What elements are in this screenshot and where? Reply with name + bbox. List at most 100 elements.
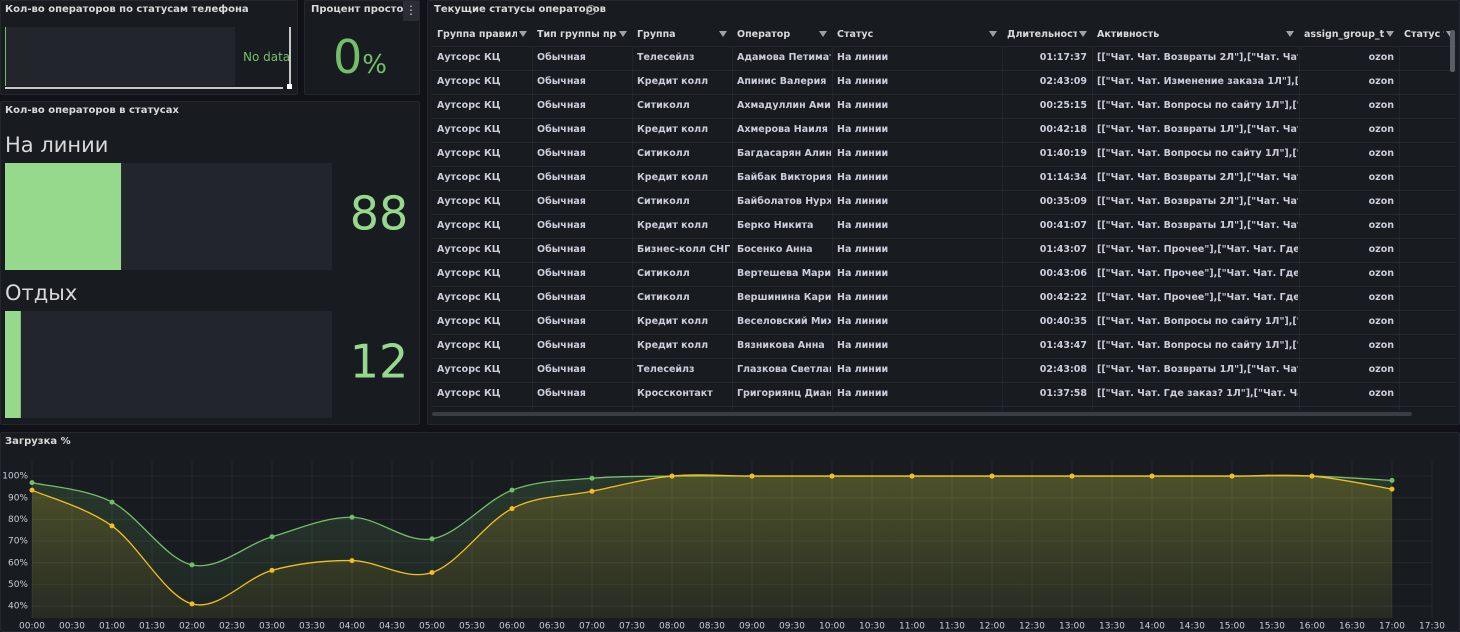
table-cell: ozon [1368,268,1394,279]
info-icon[interactable]: i [586,5,596,15]
column-separator [632,46,633,410]
table-cell: Телесейлз [637,364,695,375]
table-cell: ozon [1368,100,1394,111]
column-header: assign_group_ticl [1304,29,1384,40]
table-cell: На линии [837,124,889,135]
column-header: Группа правил [437,29,517,40]
table-cell: Босенко Анна [737,244,813,255]
table-cell: Вязникова Анна [737,340,825,351]
table-cell: Кредит колл [637,124,709,135]
table-cell: На линии [837,52,889,63]
table-cell: [["Чат. Чат. Где заказ? 1Л"],["Чат. Чат.… [1097,388,1298,399]
resize-handle[interactable] [287,84,292,89]
stat-value: 0% [333,29,387,93]
table-cell: [["Чат. Чат. Возвраты 1Л"],["Чат. Чат. П… [1097,220,1298,231]
table-cell: Обычная [537,316,586,327]
table-cell: Обычная [537,172,586,183]
table-cell: Аутсорс КЦ [437,52,501,63]
gauge-label: На линии [5,133,108,157]
table-cell: Байболатов Нуржан [737,196,831,207]
table-cell: Ситиколл [637,100,690,111]
table-cell: На линии [837,292,889,303]
table-cell: Обычная [537,124,586,135]
filter-icon[interactable] [989,31,997,37]
scrollbar [5,87,283,89]
table-cell: [["Чат. Чат. Изменение заказа 1Л"],["Чат… [1097,76,1298,87]
table-cell: На линии [837,220,889,231]
row-border [432,262,1456,263]
column-header: Активность [1097,29,1160,40]
table-cell: 01:17:37 [1039,52,1087,63]
v-scrollbar[interactable] [1450,30,1455,72]
panel-title: Кол-во операторов по статусам телефона [5,4,249,15]
table-cell: Аутсорс КЦ [437,196,501,207]
table-cell: Байбак Виктория [737,172,831,183]
table-cell: Аутсорс КЦ [437,316,501,327]
table-cell: Апинис Валерия [737,76,827,87]
table-cell: [["Чат. Чат. Возвраты 1Л"],["Чат. Чат. В… [1097,364,1298,375]
table-cell: Обычная [537,76,586,87]
table-cell: На линии [837,196,889,207]
table-cell: ozon [1368,340,1394,351]
table-cell: Аутсорс КЦ [437,76,501,87]
filter-icon[interactable] [819,31,827,37]
filter-icon[interactable] [1079,31,1087,37]
gauge-bar [5,163,122,270]
table-cell: Бизнес-колл СНГ [637,244,731,255]
row-border [432,46,1456,47]
gauge-label: Отдых [5,281,77,305]
table-cell: Аутсорс КЦ [437,172,501,183]
table-cell: ozon [1368,76,1394,87]
h-scrollbar[interactable] [432,412,1412,416]
table-cell: ozon [1368,220,1394,231]
column-header: Тип группы прав [537,29,617,40]
table-cell: Аутсорс КЦ [437,220,501,231]
empty-area [5,27,235,86]
table-cell: Аутсорс КЦ [437,388,501,399]
column-header: Длительность [1007,29,1077,40]
table-cell: Адамова Петимат [737,52,831,63]
filter-icon[interactable] [619,31,627,37]
value: 0 [333,30,363,84]
table-cell: [["Чат. Чат. Возвраты 2Л"],["Чат. Чат. Г… [1097,196,1298,207]
filter-icon[interactable] [719,31,727,37]
table-cell: На линии [837,364,889,375]
table-cell: Обычная [537,292,586,303]
table-cell: Телесейлз [637,52,695,63]
row-border [432,382,1456,383]
menu-button[interactable]: ⋮ [403,1,419,21]
table-cell: На линии [837,268,889,279]
table-cell: Кредит колл [637,340,709,351]
table-cell: Обычная [537,220,586,231]
table-cell: [["Чат. Чат. Прочее"],["Чат. Чат. Где за… [1097,244,1298,255]
table-cell: Кредит колл [637,220,709,231]
row-border [432,310,1456,311]
filter-icon[interactable] [1286,31,1294,37]
table-cell: На линии [837,148,889,159]
row-border [432,190,1456,191]
column-header: Оператор [737,29,791,40]
table-cell: Кроссконтакт [637,388,713,399]
table-cell: ozon [1368,124,1394,135]
table-cell: На линии [837,100,889,111]
table-cell: Вершинина Карина [737,292,831,303]
table-cell: 00:42:18 [1039,124,1087,135]
table-cell: Багдасарян Алина [737,148,831,159]
no-data: No data [243,50,291,64]
table-cell: Обычная [537,196,586,207]
row-border [432,118,1456,119]
table-cell: 00:41:07 [1039,220,1087,231]
column-separator [1002,46,1003,410]
column-header: Статус теле [1404,29,1444,40]
filter-icon[interactable] [519,31,527,37]
table-cell: [["Чат. Чат. Возвраты 2Л"],["Чат. Чат. В… [1097,52,1298,63]
table-cell: [["Чат. Чат. Вопросы по сайту 1Л"],["Чат… [1097,316,1298,327]
table-cell: Обычная [537,340,586,351]
table-cell: На линии [837,244,889,255]
table-cell: ozon [1368,52,1394,63]
column-separator [1299,46,1300,410]
table-cell: ozon [1368,196,1394,207]
phone-panel: Кол-во операторов по статусам телефона N… [0,0,298,95]
filter-icon[interactable] [1386,31,1394,37]
